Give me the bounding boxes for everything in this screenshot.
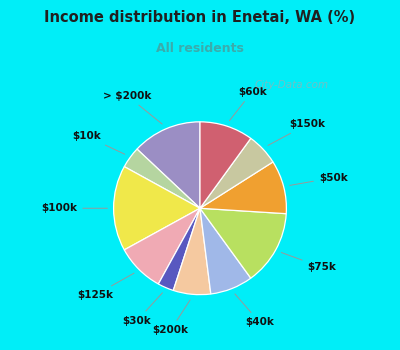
Wedge shape [124, 208, 200, 284]
Text: $150k: $150k [268, 119, 326, 145]
Text: All residents: All residents [156, 42, 244, 55]
Text: $40k: $40k [235, 294, 274, 327]
Wedge shape [200, 122, 251, 208]
Text: $50k: $50k [290, 173, 348, 186]
Wedge shape [124, 149, 200, 208]
Wedge shape [200, 138, 273, 208]
Wedge shape [200, 162, 286, 214]
Wedge shape [200, 208, 251, 294]
Text: $200k: $200k [152, 300, 190, 335]
Text: > $200k: > $200k [103, 91, 162, 124]
Text: $100k: $100k [41, 203, 107, 213]
Wedge shape [200, 208, 286, 278]
Text: $60k: $60k [230, 86, 267, 121]
Text: $75k: $75k [281, 252, 336, 272]
Wedge shape [114, 167, 200, 250]
Wedge shape [137, 122, 200, 208]
Text: City-Data.com: City-Data.com [255, 80, 329, 91]
Wedge shape [158, 208, 200, 290]
Text: $30k: $30k [122, 293, 162, 326]
Text: $125k: $125k [77, 273, 134, 300]
Wedge shape [173, 208, 211, 295]
Text: Income distribution in Enetai, WA (%): Income distribution in Enetai, WA (%) [44, 10, 356, 26]
Text: $10k: $10k [72, 131, 125, 154]
